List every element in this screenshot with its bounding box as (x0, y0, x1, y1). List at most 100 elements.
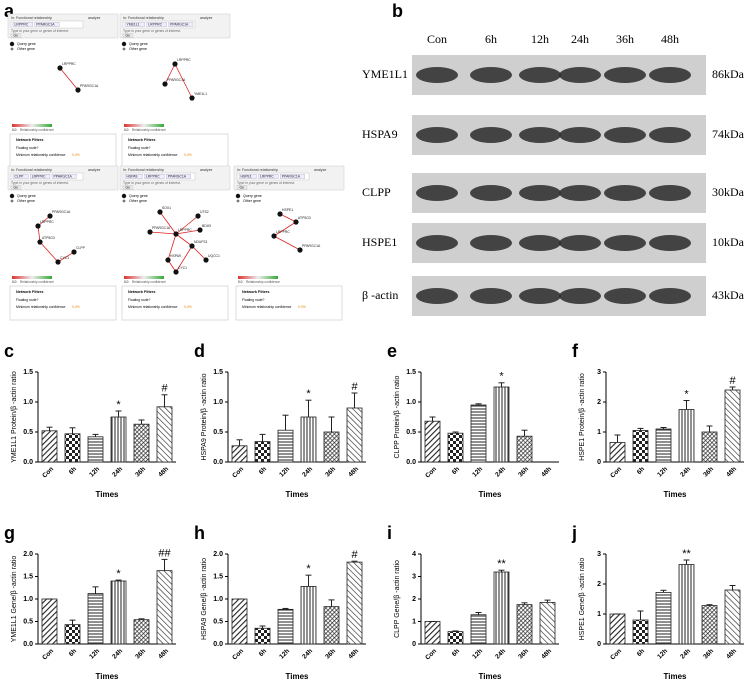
scale-label: Relationship confidence (20, 280, 54, 284)
bar (41, 598, 58, 645)
error-bar (161, 558, 168, 571)
x-tick-label: 6h (451, 648, 461, 658)
y-axis-label: CLPP Protein/β -actin ratio (394, 375, 401, 458)
y-tick-label: 3 (412, 573, 416, 580)
bar (493, 571, 510, 645)
gene-chip-label: CLPP (15, 174, 25, 178)
y-tick-label: 0.5 (406, 429, 416, 436)
error-bar (452, 431, 459, 434)
x-tick-label: Con (424, 648, 438, 662)
go-label[interactable]: Go (126, 33, 130, 37)
bar (447, 432, 464, 463)
go-button[interactable] (10, 33, 22, 38)
protein-label: HSPE1 (362, 235, 397, 249)
node-label: UQCC1 (208, 254, 220, 258)
panel-letter: e (387, 341, 397, 361)
blot-band (470, 127, 512, 143)
panel-letter: g (4, 523, 15, 543)
bar (323, 431, 340, 463)
legend-query (235, 193, 241, 199)
bar (655, 592, 672, 645)
y-tick-label: 1 (597, 611, 601, 618)
error-bar (69, 619, 76, 625)
node-label: PPARGC1A (302, 244, 321, 248)
error-bar (161, 394, 168, 407)
bar (632, 430, 649, 463)
node-label: LRPPRC (40, 220, 54, 224)
network-node (197, 227, 203, 233)
go-label[interactable]: Go (240, 185, 244, 189)
bar (346, 407, 363, 463)
error-bar (92, 586, 99, 594)
error-bar (69, 427, 76, 434)
network-node (172, 61, 178, 67)
gene-chip (168, 22, 194, 27)
filters-floating: Floating node? (128, 298, 151, 302)
x-tick-label: 6h (68, 648, 78, 658)
node-label: ATP5G3 (298, 216, 311, 220)
legend-query (121, 41, 127, 47)
x-axis-label: Times (664, 672, 688, 681)
y-tick-label: 4 (412, 551, 416, 558)
x-tick-label: 12h (278, 648, 291, 661)
significance-mark: ** (497, 558, 506, 570)
go-label[interactable]: Go (14, 33, 18, 37)
x-tick-label: 6h (258, 466, 268, 476)
y-axis-label: CLPP Gene/β -actin ratio (394, 560, 401, 638)
x-axis-label: Times (479, 490, 503, 499)
scale-min: 0.0 (238, 280, 243, 284)
x-tick-label: 36h (324, 648, 337, 661)
filters-box (9, 133, 117, 169)
network-node (293, 219, 299, 225)
network-edge (279, 213, 297, 223)
panel-letter: c (4, 341, 14, 361)
go-label[interactable]: Go (14, 185, 18, 189)
panel-letter: d (194, 341, 205, 361)
x-axis-label: Times (479, 672, 503, 681)
y-axis-label: YME1L1 Protein/β -actin ratio (11, 371, 18, 463)
x-axis-label: Times (286, 672, 310, 681)
blot-band (604, 185, 646, 201)
error-bar (259, 625, 266, 629)
significance-mark: # (161, 383, 168, 395)
legend-query (9, 41, 15, 47)
filters-minimum: Minimum relationship confidence (242, 305, 291, 309)
legend-other (122, 199, 126, 203)
error-bar (138, 618, 145, 620)
network-node (35, 223, 41, 229)
go-label[interactable]: Go (126, 185, 130, 189)
error-bar (498, 569, 505, 572)
bar (470, 614, 487, 645)
gene-chip-label: PPARGC1A (170, 22, 189, 26)
network-node (37, 239, 43, 245)
go-button[interactable] (10, 185, 22, 190)
go-button[interactable] (122, 33, 134, 38)
confidence-scale (238, 276, 278, 279)
gene-chip (51, 174, 77, 179)
scale-min: 0.0 (124, 128, 129, 132)
blot-band (649, 127, 691, 143)
filters-title: Network Filters (128, 138, 155, 142)
go-button[interactable] (236, 185, 248, 190)
x-tick-label: 36h (517, 648, 530, 661)
blot-band (649, 67, 691, 83)
blot-band (519, 67, 561, 83)
bar (133, 619, 150, 645)
blot-band (649, 288, 691, 304)
network-edge (149, 231, 177, 235)
bar (156, 406, 173, 463)
go-button[interactable] (122, 185, 134, 190)
network-node (297, 247, 303, 253)
y-tick-label: 1.0 (406, 399, 416, 406)
node-label: LRPPRC (62, 62, 76, 66)
bar (678, 564, 695, 645)
bar (346, 561, 363, 645)
filters-minimum: Minimum relationship confidence (128, 153, 177, 157)
x-tick-label: 36h (702, 466, 715, 479)
y-axis-label: YME1L1 Gene/β -actin ratio (11, 556, 18, 643)
blot-band (559, 288, 601, 304)
gene-chip-label: LRPPRC (146, 174, 160, 178)
x-tick-label: 24h (494, 648, 507, 661)
gene-chip (30, 174, 51, 179)
